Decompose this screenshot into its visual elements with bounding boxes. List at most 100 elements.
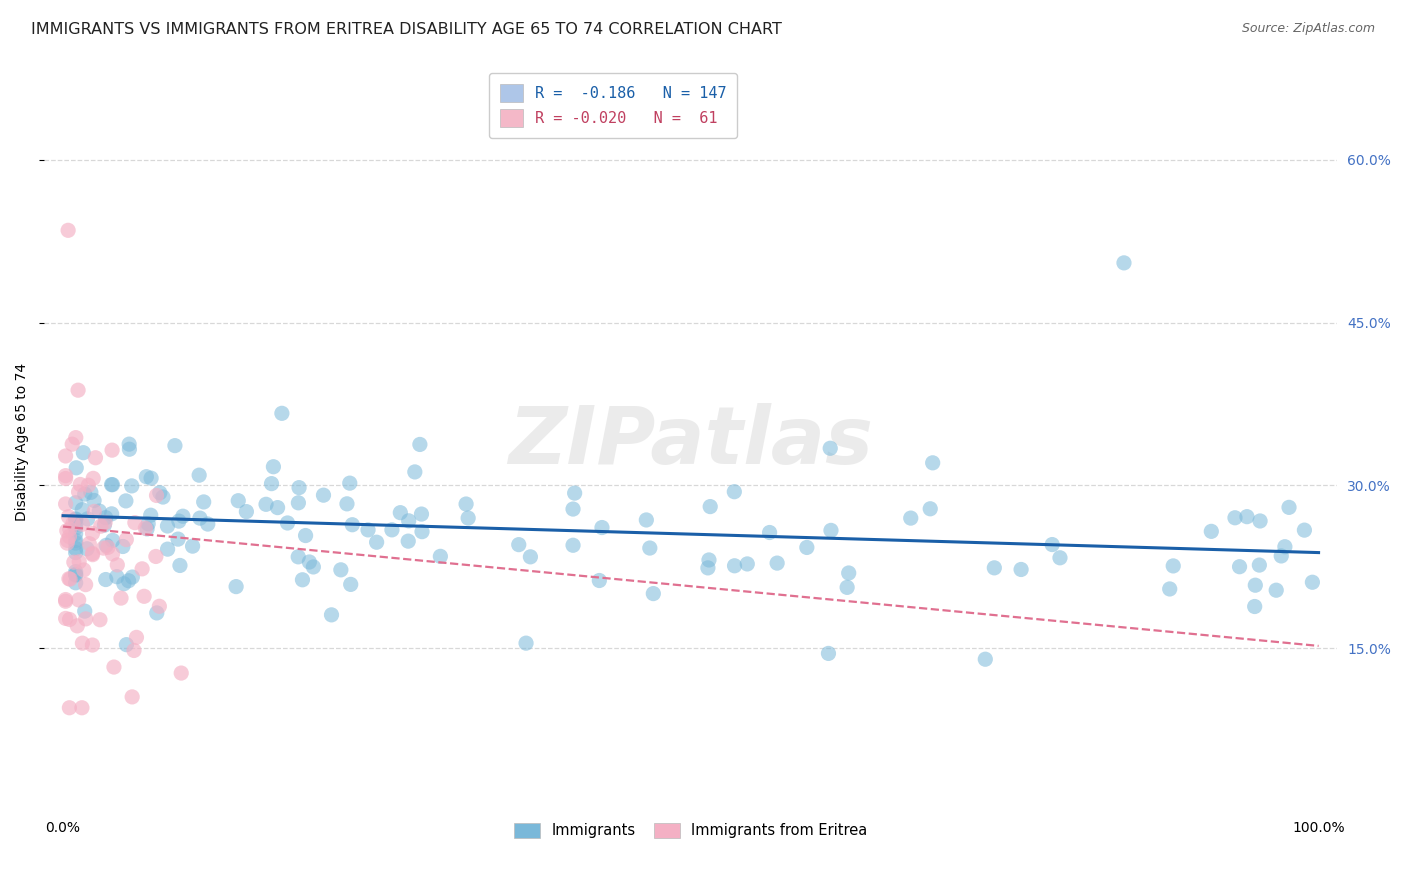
Point bbox=[638, 541, 661, 555]
Point bbox=[1201, 524, 1223, 539]
Point bbox=[101, 533, 124, 548]
Point bbox=[76, 512, 98, 526]
Point bbox=[115, 494, 138, 508]
Point bbox=[118, 437, 141, 451]
Point bbox=[266, 500, 288, 515]
Y-axis label: Disability Age 65 to 74: Disability Age 65 to 74 bbox=[15, 363, 30, 521]
Point bbox=[66, 619, 89, 633]
Point bbox=[519, 549, 541, 564]
Point bbox=[167, 514, 190, 528]
Point bbox=[56, 536, 79, 550]
Point bbox=[55, 449, 77, 463]
Point bbox=[59, 572, 82, 586]
Point bbox=[82, 526, 104, 541]
Point bbox=[312, 488, 335, 502]
Point bbox=[389, 506, 412, 520]
Point bbox=[131, 562, 153, 576]
Point bbox=[73, 604, 96, 618]
Point bbox=[900, 511, 922, 525]
Point bbox=[188, 468, 211, 483]
Point bbox=[84, 450, 107, 465]
Point bbox=[723, 558, 745, 573]
Point bbox=[58, 572, 80, 586]
Point bbox=[302, 560, 325, 574]
Point bbox=[65, 521, 87, 535]
Point bbox=[121, 570, 143, 584]
Point bbox=[411, 524, 433, 539]
Point bbox=[110, 591, 132, 606]
Point bbox=[564, 486, 586, 500]
Point bbox=[125, 631, 148, 645]
Point bbox=[73, 563, 96, 577]
Point bbox=[339, 476, 361, 491]
Point bbox=[139, 508, 162, 523]
Point bbox=[90, 519, 112, 533]
Point bbox=[135, 469, 157, 483]
Point bbox=[83, 504, 105, 518]
Point bbox=[65, 512, 87, 526]
Point bbox=[115, 533, 138, 547]
Point bbox=[55, 594, 77, 608]
Point bbox=[1040, 537, 1063, 551]
Point bbox=[63, 555, 86, 569]
Point bbox=[837, 580, 859, 594]
Point bbox=[262, 459, 284, 474]
Point bbox=[1243, 599, 1265, 614]
Point bbox=[101, 443, 124, 458]
Point bbox=[65, 567, 87, 582]
Point bbox=[796, 541, 818, 555]
Point bbox=[169, 558, 191, 573]
Point bbox=[94, 510, 117, 524]
Point bbox=[72, 502, 94, 516]
Point bbox=[94, 573, 117, 587]
Point bbox=[1223, 510, 1246, 524]
Point bbox=[65, 533, 87, 548]
Point bbox=[1161, 558, 1184, 573]
Point bbox=[591, 520, 613, 534]
Point bbox=[148, 599, 170, 614]
Point bbox=[429, 549, 451, 564]
Point bbox=[920, 501, 942, 516]
Point bbox=[65, 496, 87, 510]
Point bbox=[58, 529, 80, 543]
Point bbox=[342, 517, 364, 532]
Point bbox=[105, 558, 128, 572]
Point bbox=[97, 541, 120, 555]
Point bbox=[1049, 550, 1071, 565]
Point bbox=[276, 516, 298, 530]
Point bbox=[111, 540, 134, 554]
Point bbox=[758, 525, 780, 540]
Point bbox=[70, 700, 93, 714]
Point bbox=[974, 652, 997, 666]
Point bbox=[82, 638, 104, 652]
Point bbox=[457, 511, 479, 525]
Point bbox=[336, 497, 359, 511]
Point bbox=[65, 575, 87, 590]
Point bbox=[838, 566, 860, 580]
Point bbox=[1274, 540, 1296, 554]
Point bbox=[260, 476, 283, 491]
Point bbox=[588, 574, 610, 588]
Point bbox=[1229, 559, 1251, 574]
Point bbox=[1270, 549, 1292, 563]
Point bbox=[65, 512, 87, 526]
Point bbox=[152, 490, 174, 504]
Point bbox=[136, 516, 159, 531]
Point bbox=[404, 465, 426, 479]
Point bbox=[72, 636, 94, 650]
Point bbox=[65, 460, 87, 475]
Point bbox=[83, 493, 105, 508]
Point bbox=[65, 536, 87, 550]
Point bbox=[696, 561, 718, 575]
Point bbox=[409, 437, 432, 451]
Point bbox=[55, 468, 77, 483]
Point bbox=[723, 484, 745, 499]
Point bbox=[72, 445, 94, 459]
Text: IMMIGRANTS VS IMMIGRANTS FROM ERITREA DISABILITY AGE 65 TO 74 CORRELATION CHART: IMMIGRANTS VS IMMIGRANTS FROM ERITREA DI… bbox=[31, 22, 782, 37]
Point bbox=[65, 545, 87, 559]
Point bbox=[93, 518, 115, 533]
Point bbox=[58, 509, 80, 524]
Point bbox=[145, 488, 167, 502]
Point bbox=[983, 561, 1005, 575]
Point bbox=[60, 437, 83, 451]
